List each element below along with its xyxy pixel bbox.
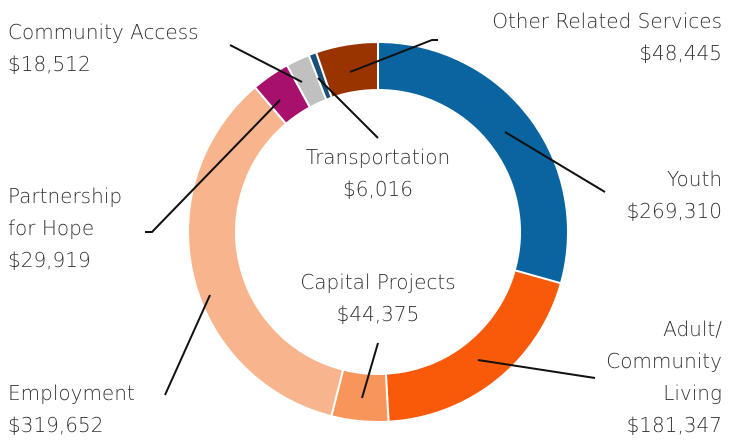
slice-label: Other Related Services $48,445 [492,5,722,69]
category-name: Adult/ Community Living [606,317,722,405]
value-label: $6,016 [343,177,413,201]
value-label: $18,512 [8,52,91,76]
donut-segment [187,85,345,418]
category-name: Capital Projects [300,270,456,294]
leader-line [361,342,379,399]
leader-line [145,99,281,233]
category-name: Transportation [305,145,451,169]
value-label: $319,652 [8,413,104,437]
slice-label: Partnership for Hope $29,919 [8,180,138,276]
donut-segment [314,40,379,100]
category-name: Employment [8,381,135,405]
leader-line [477,359,596,379]
slice-label: Adult/ Community Living $181,347 [592,313,722,441]
value-label: $29,919 [8,248,91,272]
leader-line [164,294,211,396]
value-label: $48,445 [639,41,722,65]
slice-label: Youth $269,310 [627,163,722,227]
leader-line [317,77,379,139]
category-name: Partnership for Hope [8,184,123,240]
category-name: Other Related Services [492,9,722,33]
category-name: Youth [667,167,722,191]
leader-line [504,131,606,193]
value-label: $181,347 [626,413,722,437]
slice-label: Transportation $6,016 [306,141,450,205]
arcs [187,40,569,423]
leader-line [229,44,303,83]
slice-label: Capital Projects $44,375 [300,266,455,330]
category-name: Community Access [8,20,199,44]
slice-label: Community Access $18,512 [8,16,199,80]
slice-label: Employment $319,652 [8,377,135,441]
value-label: $44,375 [336,302,420,326]
leader-line [349,39,438,73]
leader-lines [145,39,606,399]
value-label: $269,310 [626,199,722,223]
